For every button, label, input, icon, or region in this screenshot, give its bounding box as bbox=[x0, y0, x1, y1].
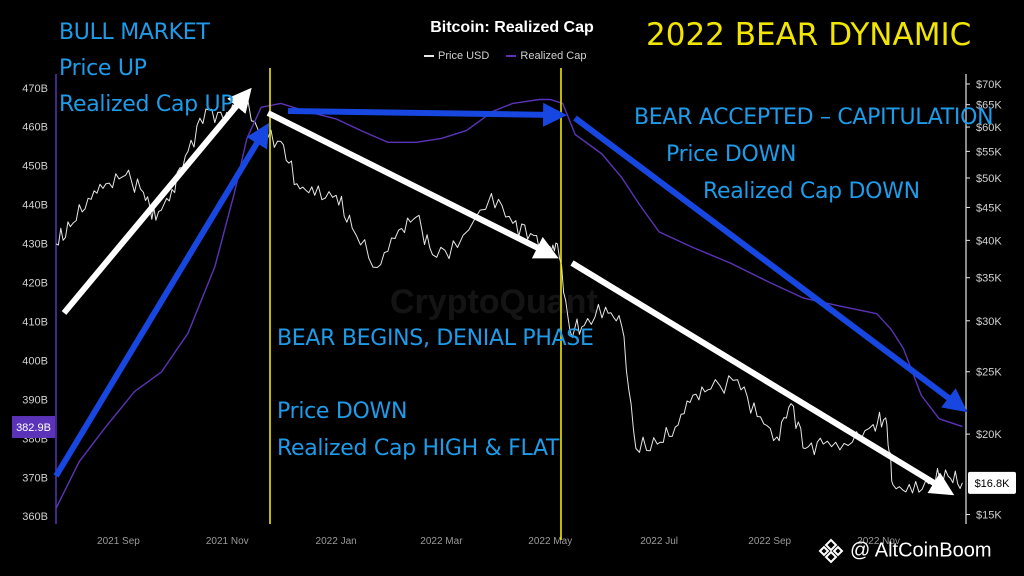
legend-swatch-realized-cap bbox=[506, 55, 517, 58]
legend-swatch-price bbox=[424, 55, 434, 58]
right-tick-label: $20K bbox=[976, 429, 1002, 441]
bear-begins-title: BEAR BEGINS, DENIAL PHASE bbox=[277, 326, 594, 351]
legend-item-price: Price USD bbox=[424, 50, 489, 62]
credit: @ AltCoinBoom bbox=[818, 538, 991, 564]
bear-accepted-line3: Realized Cap DOWN bbox=[703, 179, 920, 204]
event-markers bbox=[269, 68, 562, 540]
right-tick-label: $45K bbox=[976, 202, 1002, 214]
bear-begins-realized-flat: Realized Cap HIGH & FLAT bbox=[277, 436, 560, 461]
x-tick-label: 2022 Nov bbox=[857, 536, 900, 547]
right-axis: $70K $65K $60K $55K $50K $45K $40K $35K $30K $25K… bbox=[965, 74, 1002, 524]
price-value-label: $16.8K bbox=[975, 478, 1011, 490]
left-tick-label: 430B bbox=[22, 239, 48, 251]
price-value-box bbox=[968, 471, 1016, 494]
denial-price-arrow bbox=[266, 110, 559, 259]
left-tick-label: 390B bbox=[22, 394, 48, 406]
x-tick-label: 2021 Sep bbox=[97, 536, 140, 547]
bull-realized-arrow bbox=[53, 122, 270, 478]
left-tick-label: 460B bbox=[22, 122, 48, 134]
x-axis: 2021 Sep 2021 Nov 2022 Jan 2022 Mar 2022 May… bbox=[97, 536, 900, 547]
left-tick-label: 420B bbox=[22, 278, 48, 290]
bear-accepted-line2: Price DOWN bbox=[666, 142, 797, 167]
right-tick-label: $25K bbox=[976, 367, 1002, 379]
legend-label-realized-cap: Realized Cap bbox=[520, 50, 587, 62]
credit-text: @ AltCoinBoom bbox=[850, 539, 992, 562]
right-tick-label: $50K bbox=[976, 173, 1002, 185]
right-tick-label: $35K bbox=[976, 273, 1002, 285]
left-tick-label: 450B bbox=[22, 161, 48, 173]
left-tick-label: 440B bbox=[22, 200, 48, 212]
x-tick-label: 2022 Jul bbox=[640, 536, 678, 547]
capitulation-realized-arrow bbox=[573, 115, 968, 413]
value-labels: 382.9B $16.8K bbox=[12, 416, 1016, 494]
realized-cap-value-box bbox=[12, 416, 55, 439]
capitulation-price-arrow bbox=[570, 260, 955, 496]
binance-logo-icon bbox=[818, 538, 844, 564]
left-tick-label: 470B bbox=[22, 83, 48, 95]
legend-item-realized-cap: Realized Cap bbox=[506, 50, 586, 62]
legend-label-price: Price USD bbox=[438, 50, 490, 62]
series-group bbox=[55, 93, 963, 509]
bull-market-title: BULL MARKET bbox=[59, 20, 210, 45]
chart-title-text: Bitcoin: Realized Cap bbox=[430, 19, 594, 36]
bull-market-price-up: Price UP bbox=[59, 56, 147, 81]
bull-market-annotation: BULL MARKET Price UP Realized Cap UP bbox=[59, 15, 234, 123]
x-tick-label: 2022 Jan bbox=[316, 536, 357, 547]
chart-title: Bitcoin: Realized Cap bbox=[0, 19, 1024, 37]
bear-accepted-line1: BEAR ACCEPTED – CAPITULATION bbox=[634, 105, 994, 130]
price-usd-line bbox=[55, 93, 963, 494]
x-tick-label: 2022 May bbox=[528, 536, 572, 547]
left-axis: 470B460B450B440B430B420B410B400B390B380B… bbox=[22, 74, 57, 524]
x-tick-label: 2022 Mar bbox=[420, 536, 463, 547]
right-tick-label: $55K bbox=[976, 146, 1002, 158]
right-tick-label: $40K bbox=[976, 235, 1002, 247]
x-tick-label: 2022 Sep bbox=[748, 536, 791, 547]
left-tick-label: 370B bbox=[22, 472, 48, 484]
left-tick-label: 400B bbox=[22, 355, 48, 367]
left-tick-label: 410B bbox=[22, 316, 48, 328]
right-tick-label: $30K bbox=[976, 316, 1002, 328]
realized-cap-value-label: 382.9B bbox=[16, 422, 51, 434]
bear-begins-price-down: Price DOWN bbox=[277, 399, 408, 424]
right-tick-label: $15K bbox=[976, 510, 1002, 522]
bull-price-arrow bbox=[61, 87, 252, 315]
denial-realized-arrow bbox=[287, 102, 567, 127]
realized-cap-line bbox=[55, 98, 963, 509]
watermark: CryptoQuant bbox=[390, 283, 598, 321]
right-tick-label: $65K bbox=[976, 100, 1002, 112]
right-tick-label: $60K bbox=[976, 122, 1002, 134]
legend: Price USD Realized Cap bbox=[424, 50, 600, 62]
right-tick-label: $70K bbox=[976, 79, 1002, 91]
x-tick-label: 2021 Nov bbox=[206, 536, 249, 547]
trend-arrows bbox=[53, 87, 968, 496]
bull-market-realized-up: Realized Cap UP bbox=[59, 92, 234, 117]
left-tick-label: 360B bbox=[22, 511, 48, 523]
bear-dynamic-headline: 2022 BEAR DYNAMIC bbox=[646, 17, 972, 53]
